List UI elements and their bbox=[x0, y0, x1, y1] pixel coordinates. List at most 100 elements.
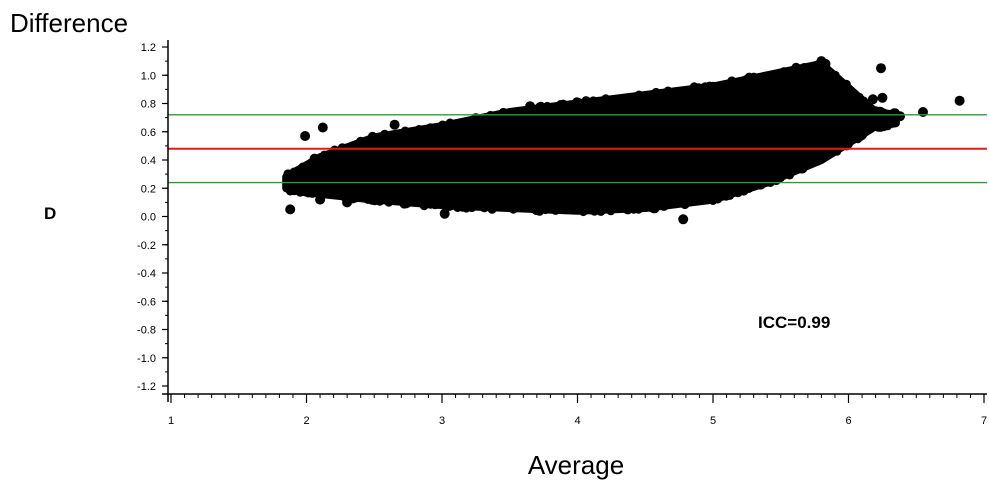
y-axis-label: D bbox=[44, 204, 56, 223]
data-point bbox=[606, 206, 616, 216]
data-point bbox=[634, 204, 643, 214]
data-point bbox=[779, 67, 789, 77]
y-tick-label: 0.0 bbox=[141, 212, 156, 224]
y-tick-label: -1.2 bbox=[137, 381, 156, 393]
data-point bbox=[785, 170, 795, 180]
data-point bbox=[298, 162, 308, 172]
data-point bbox=[309, 153, 320, 164]
data-point bbox=[588, 96, 598, 106]
data-point bbox=[487, 204, 497, 214]
y-tick-label: -0.8 bbox=[137, 325, 156, 337]
data-point bbox=[725, 190, 735, 200]
data-point bbox=[650, 204, 660, 214]
data-point bbox=[744, 184, 754, 193]
x-tick-label: 3 bbox=[439, 415, 445, 427]
data-point bbox=[402, 198, 412, 208]
x-tick-label: 1 bbox=[168, 415, 174, 427]
data-point bbox=[531, 206, 541, 215]
data-point bbox=[876, 63, 886, 74]
data-point bbox=[877, 92, 888, 103]
data-point bbox=[300, 187, 310, 197]
data-point bbox=[389, 119, 400, 130]
data-point bbox=[498, 107, 508, 117]
data-point bbox=[586, 204, 596, 215]
x-tick-label: 5 bbox=[710, 415, 716, 427]
data-point bbox=[856, 131, 866, 140]
data-point bbox=[708, 81, 718, 91]
data-point bbox=[368, 131, 377, 141]
point-cloud-band bbox=[282, 59, 900, 215]
data-point bbox=[843, 84, 854, 95]
data-point bbox=[691, 83, 701, 93]
x-tick-label: 2 bbox=[303, 415, 309, 427]
data-point bbox=[820, 58, 831, 69]
data-point bbox=[895, 111, 905, 122]
data-point bbox=[601, 94, 611, 104]
data-point bbox=[883, 121, 893, 131]
data-point bbox=[859, 98, 870, 109]
data-point bbox=[682, 198, 692, 208]
data-point bbox=[294, 173, 305, 184]
data-point bbox=[596, 206, 606, 216]
data-point bbox=[443, 201, 453, 211]
data-point bbox=[384, 197, 394, 207]
x-tick-label: 6 bbox=[845, 415, 851, 427]
data-point bbox=[380, 129, 390, 139]
data-point bbox=[525, 101, 536, 112]
data-point bbox=[867, 94, 878, 105]
data-point bbox=[300, 131, 311, 141]
chart-title: Difference bbox=[10, 8, 128, 38]
data-point bbox=[414, 125, 424, 134]
data-point bbox=[873, 122, 883, 132]
y-tick-label: 0.2 bbox=[141, 183, 156, 195]
y-tick-label: -1.0 bbox=[137, 353, 156, 365]
data-point bbox=[288, 186, 298, 195]
data-point bbox=[350, 193, 360, 203]
data-point bbox=[356, 136, 366, 146]
data-point bbox=[426, 199, 435, 209]
data-point bbox=[727, 76, 737, 86]
data-point bbox=[319, 150, 329, 160]
data-point bbox=[741, 98, 752, 109]
y-tick-label: 1.2 bbox=[141, 42, 156, 54]
data-point bbox=[663, 86, 673, 96]
data-point bbox=[823, 71, 834, 82]
data-point bbox=[438, 120, 448, 130]
x-axis-label: Average bbox=[528, 450, 624, 480]
data-point bbox=[479, 203, 489, 213]
x-tick-label: 4 bbox=[574, 415, 580, 427]
data-point bbox=[713, 194, 723, 204]
data-point bbox=[791, 62, 801, 72]
y-tick-label: 0.6 bbox=[141, 127, 156, 139]
data-point bbox=[827, 90, 838, 100]
data-point bbox=[508, 204, 518, 214]
y-tick-label: -0.6 bbox=[137, 296, 156, 308]
data-point bbox=[623, 205, 633, 215]
y-tick-label: 0.8 bbox=[141, 99, 156, 111]
data-point bbox=[330, 145, 340, 155]
data-point bbox=[659, 201, 669, 211]
data-point bbox=[375, 196, 385, 206]
data-point bbox=[317, 122, 328, 133]
axes: 1.2 1.0 0.8 0.6 0.4 0.2 0.0 -0.2 -0.4 -0.6 -0.8 -1.… bbox=[137, 40, 987, 427]
data-point bbox=[879, 108, 889, 118]
data-point bbox=[756, 180, 766, 190]
data-point bbox=[445, 118, 455, 128]
data-point bbox=[458, 202, 468, 212]
data-point bbox=[535, 102, 545, 112]
data-point bbox=[283, 173, 294, 184]
y-tick-label: -0.4 bbox=[137, 268, 156, 280]
data-point bbox=[805, 77, 816, 88]
data-point bbox=[799, 63, 809, 72]
data-point bbox=[744, 72, 754, 82]
data-point bbox=[439, 208, 450, 219]
data-point bbox=[575, 98, 584, 108]
data-point bbox=[467, 203, 477, 213]
data-point bbox=[285, 204, 296, 215]
data-point bbox=[315, 194, 326, 205]
data-point bbox=[954, 95, 965, 106]
data-point bbox=[835, 85, 846, 96]
data-point bbox=[541, 205, 550, 215]
data-point bbox=[797, 163, 808, 174]
